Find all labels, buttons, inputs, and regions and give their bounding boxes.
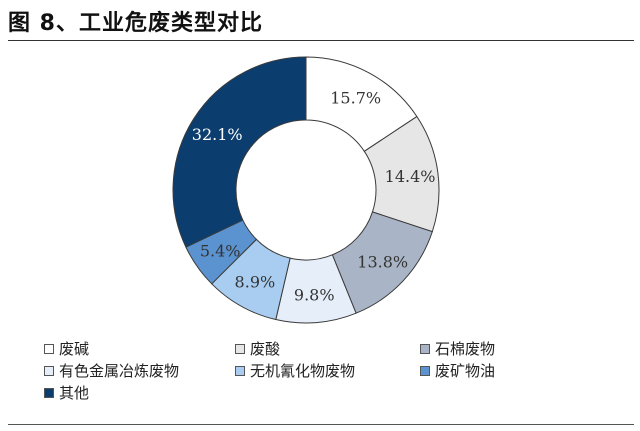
legend-label-3: 有色金属冶炼废物 xyxy=(59,362,180,380)
legend-label-5: 废矿物油 xyxy=(435,362,496,380)
label-group: 15.7% 14.4% 13.8% 9.8% 8.9% 5.4% 32.1% xyxy=(192,88,436,304)
donut-chart: 15.7% 14.4% 13.8% 9.8% 8.9% 5.4% 32.1% xyxy=(172,56,440,324)
legend-item-6: 其他 xyxy=(44,382,89,403)
figure-title: 图 8、工业危废类型对比 xyxy=(8,11,263,36)
legend-item-4: 无机氰化物废物 xyxy=(235,360,355,381)
data-label-2: 13.8% xyxy=(357,253,408,272)
data-label-3: 9.8% xyxy=(294,286,335,305)
data-label-0: 15.7% xyxy=(330,88,381,107)
legend-swatch-4 xyxy=(235,365,245,376)
legend-label-4: 无机氰化物废物 xyxy=(250,362,356,380)
legend-swatch-3 xyxy=(44,365,54,376)
slice-group xyxy=(172,56,440,324)
data-label-5: 5.4% xyxy=(200,241,241,260)
legend-label-1: 废酸 xyxy=(250,340,281,358)
data-label-6: 32.1% xyxy=(192,125,243,144)
legend-item-5: 废矿物油 xyxy=(420,360,495,381)
legend-swatch-1 xyxy=(235,343,245,354)
legend-item-3: 有色金属冶炼废物 xyxy=(44,360,179,381)
title-rule xyxy=(8,40,634,41)
legend-swatch-6 xyxy=(44,387,54,398)
slice-6 xyxy=(172,56,307,248)
legend-swatch-0 xyxy=(44,343,54,354)
bottom-rule xyxy=(8,424,634,425)
legend-label-0: 废碱 xyxy=(59,340,90,358)
data-label-4: 8.9% xyxy=(235,273,276,292)
data-label-1: 14.4% xyxy=(385,167,436,186)
legend-item-2: 石棉废物 xyxy=(420,338,495,359)
legend-label-2: 石棉废物 xyxy=(435,340,496,358)
legend-item-0: 废碱 xyxy=(44,338,89,359)
legend-item-1: 废酸 xyxy=(235,338,280,359)
legend-swatch-5 xyxy=(420,365,430,376)
legend-swatch-2 xyxy=(420,343,430,354)
legend-label-6: 其他 xyxy=(59,384,90,402)
